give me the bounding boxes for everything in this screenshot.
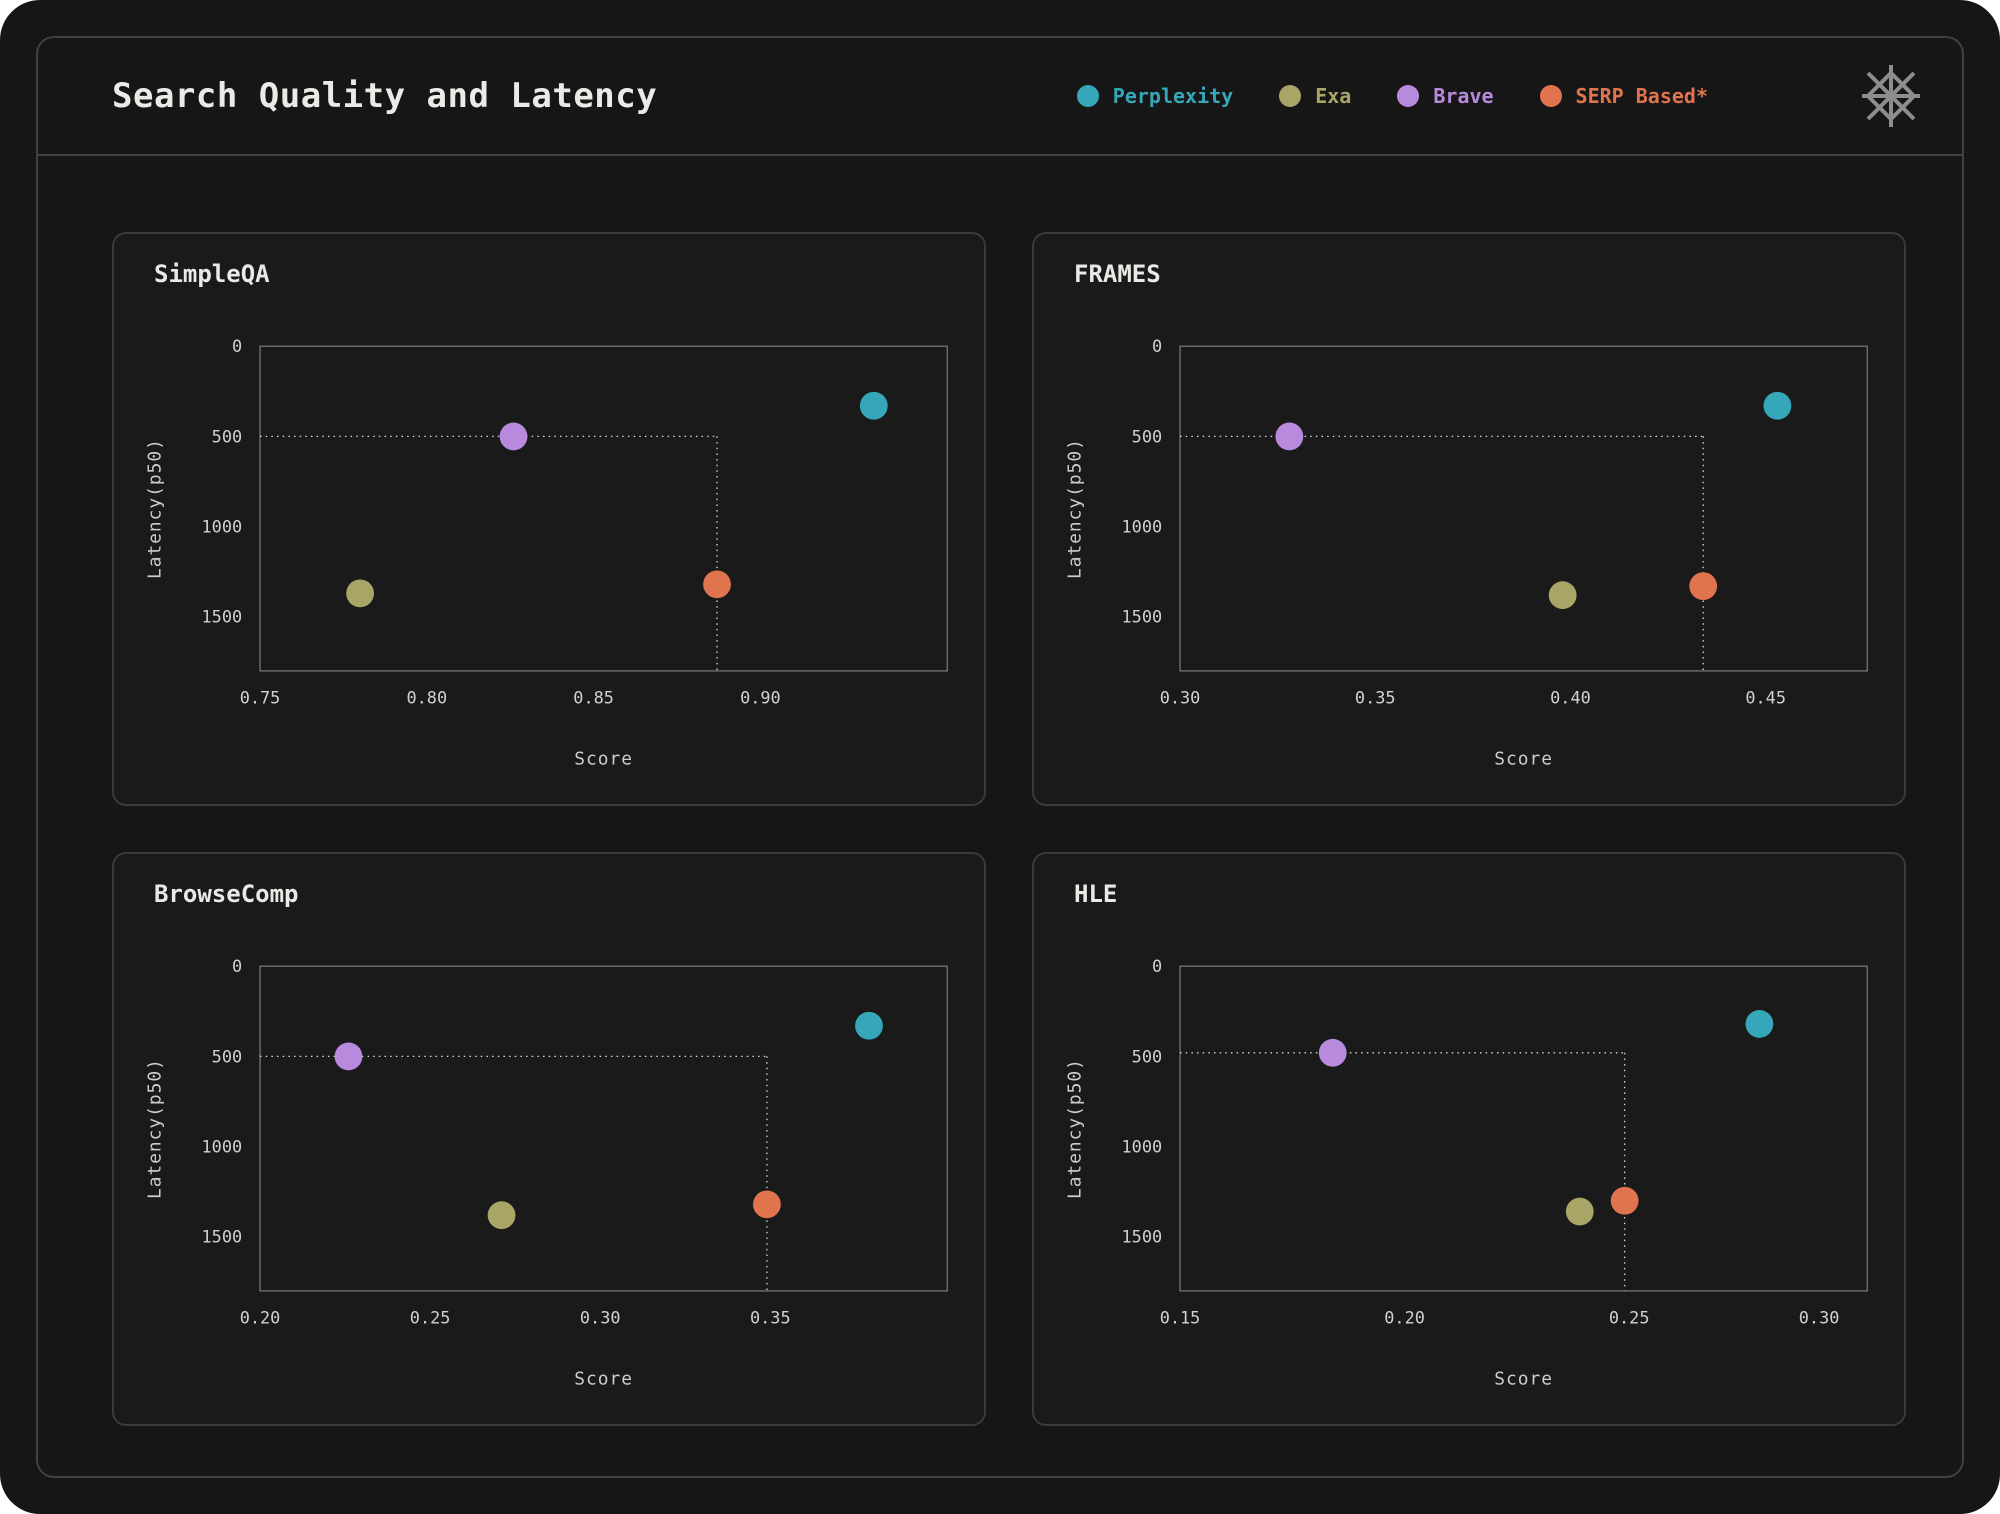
- y-axis-label: Latency(p50): [1065, 1058, 1086, 1199]
- scatter-chart: 0 500 1000 1500 0.75 0.80 0.85 0.90 Score Latency…: [145, 336, 948, 769]
- legend-dot-icon: [1279, 85, 1302, 107]
- scatter-point-perplexity: [855, 1011, 883, 1040]
- y-tick-label: 500: [1132, 1046, 1162, 1066]
- x-tick-label: 0.25: [1609, 1308, 1650, 1328]
- charts-grid: SimpleQA 0 500 1000 1500 0.75 0.80 0.85 0.90 Scor…: [112, 232, 1906, 1426]
- legend-label: Brave: [1433, 84, 1494, 108]
- legend-item-perplexity: Perplexity: [1076, 84, 1234, 108]
- legend-dot-icon: [1397, 85, 1420, 107]
- y-axis-label: Latency(p50): [145, 1058, 166, 1199]
- plot-border: [1179, 345, 1868, 672]
- scatter-point-exa: [487, 1201, 516, 1230]
- scatter-point-serp-based: [1689, 572, 1718, 601]
- plot-border: [1179, 965, 1868, 1292]
- plot-border: [259, 345, 948, 672]
- asterisk-burst-icon: [1862, 65, 1920, 127]
- y-tick-label: 500: [1132, 426, 1162, 446]
- page-title: Search Quality and Latency: [112, 76, 658, 116]
- y-axis-label: Latency(p50): [145, 438, 166, 579]
- x-tick-label: 0.30: [580, 1308, 621, 1328]
- x-axis-label: Score: [1494, 748, 1553, 769]
- y-tick-label: 0: [232, 336, 242, 356]
- scatter-chart: 0 500 1000 1500 0.15 0.20 0.25 0.30 Score Latency…: [1065, 956, 1868, 1389]
- x-axis-label: Score: [574, 1368, 633, 1389]
- y-tick-label: 1000: [202, 517, 243, 537]
- header: Search Quality and Latency Perplexity Exa…: [38, 38, 1962, 156]
- scatter-point-brave: [499, 422, 528, 451]
- scatter-chart: 0 500 1000 1500 0.30 0.35 0.40 0.45 Score Latency…: [1065, 336, 1868, 769]
- y-tick-label: 1500: [202, 607, 243, 627]
- chart-card-simpleqa: SimpleQA 0 500 1000 1500 0.75 0.80 0.85 0.90 Scor…: [112, 232, 986, 806]
- scatter-point-perplexity: [859, 391, 888, 420]
- chart-card-frames: FRAMES 0 500 1000 1500 0.30 0.35 0.40 0.45 Score L…: [1032, 232, 1906, 806]
- y-tick-label: 1500: [1122, 607, 1163, 627]
- x-tick-label: 0.75: [240, 688, 281, 708]
- chart-title: FRAMES: [1074, 260, 1161, 288]
- chart-title: BrowseComp: [154, 880, 299, 908]
- scatter-point-exa: [1565, 1197, 1594, 1226]
- y-tick-label: 0: [1152, 956, 1162, 976]
- legend-item-serp-based: SERP Based*: [1539, 84, 1708, 108]
- x-tick-label: 0.35: [1355, 688, 1396, 708]
- scatter-point-perplexity: [1745, 1010, 1774, 1038]
- scatter-point-serp-based: [1610, 1186, 1639, 1215]
- dashboard-frame: Search Quality and Latency Perplexity Exa…: [36, 36, 1964, 1478]
- y-tick-label: 1000: [1122, 517, 1163, 537]
- legend-dot-icon: [1539, 85, 1562, 107]
- scatter-point-serp-based: [703, 570, 731, 599]
- x-tick-label: 0.45: [1745, 688, 1786, 708]
- scatter-point-brave: [334, 1042, 363, 1071]
- y-tick-label: 1500: [202, 1227, 243, 1247]
- x-tick-label: 0.80: [406, 688, 447, 708]
- chart-card-browsecomp: BrowseComp 0 500 1000 1500 0.20 0.25 0.30 0.35 Sc…: [112, 852, 986, 1426]
- legend-label: SERP Based*: [1575, 84, 1708, 108]
- chart-title: HLE: [1074, 880, 1118, 908]
- x-tick-label: 0.30: [1799, 1308, 1840, 1328]
- y-axis-label: Latency(p50): [1065, 438, 1086, 579]
- x-tick-label: 0.15: [1160, 1308, 1201, 1328]
- y-tick-label: 500: [212, 426, 242, 446]
- chart-card-hle: HLE 0 500 1000 1500 0.15 0.20 0.25 0.30 Score Late…: [1032, 852, 1906, 1426]
- plot-border: [259, 965, 948, 1292]
- y-tick-label: 1000: [1122, 1137, 1163, 1157]
- x-tick-label: 0.30: [1160, 688, 1201, 708]
- x-tick-label: 0.20: [1384, 1308, 1425, 1328]
- legend-label: Exa: [1315, 84, 1352, 108]
- y-tick-label: 1500: [1122, 1227, 1163, 1247]
- y-tick-label: 0: [1152, 336, 1162, 356]
- legend-item-brave: Brave: [1397, 84, 1494, 108]
- y-tick-label: 500: [212, 1046, 242, 1066]
- legend-label: Perplexity: [1112, 84, 1234, 108]
- scatter-point-brave: [1275, 422, 1304, 451]
- legend: Perplexity Exa Brave SERP Based*: [1076, 84, 1708, 108]
- x-tick-label: 0.90: [740, 688, 781, 708]
- scatter-chart: 0 500 1000 1500 0.20 0.25 0.30 0.35 Score Latency…: [145, 956, 948, 1389]
- scatter-point-serp-based: [753, 1190, 781, 1219]
- scatter-point-exa: [1548, 581, 1577, 610]
- scatter-point-brave: [1318, 1038, 1347, 1067]
- legend-dot-icon: [1076, 85, 1099, 107]
- x-tick-label: 0.25: [410, 1308, 451, 1328]
- legend-item-exa: Exa: [1279, 84, 1351, 108]
- scatter-point-perplexity: [1763, 391, 1792, 420]
- y-tick-label: 1000: [202, 1137, 243, 1157]
- x-tick-label: 0.40: [1550, 688, 1591, 708]
- x-axis-label: Score: [1494, 1368, 1553, 1389]
- asterisk-burst-logo-icon: [1858, 61, 1924, 131]
- x-tick-label: 0.35: [750, 1308, 791, 1328]
- x-tick-label: 0.85: [573, 688, 614, 708]
- y-tick-label: 0: [232, 956, 242, 976]
- chart-title: SimpleQA: [154, 260, 270, 288]
- x-axis-label: Score: [574, 748, 633, 769]
- x-tick-label: 0.20: [240, 1308, 281, 1328]
- scatter-point-exa: [346, 579, 375, 608]
